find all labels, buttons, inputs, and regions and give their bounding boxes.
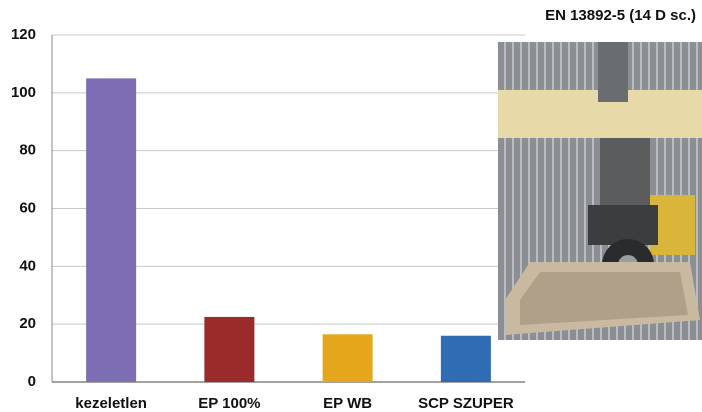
- x-tick-label: SCP SZUPER: [418, 395, 514, 412]
- y-tick-label: 120: [11, 26, 36, 43]
- x-tick-label: kezeletlen: [75, 395, 147, 412]
- bar: [86, 78, 137, 382]
- y-tick-label: 20: [19, 315, 36, 332]
- y-tick-label: 60: [19, 199, 36, 216]
- y-tick-label: 80: [19, 142, 36, 159]
- y-tick-label: 40: [19, 257, 36, 274]
- x-tick-label: EP 100%: [198, 395, 260, 412]
- bar: [204, 316, 255, 382]
- bar: [322, 334, 373, 382]
- chart-title: EN 13892-5 (14 D sc.): [545, 7, 696, 24]
- x-tick-label: EP WB: [323, 395, 372, 412]
- bar: [440, 335, 491, 382]
- y-tick-label: 100: [11, 84, 36, 101]
- photo: [498, 42, 702, 340]
- y-tick-label: 0: [28, 373, 36, 390]
